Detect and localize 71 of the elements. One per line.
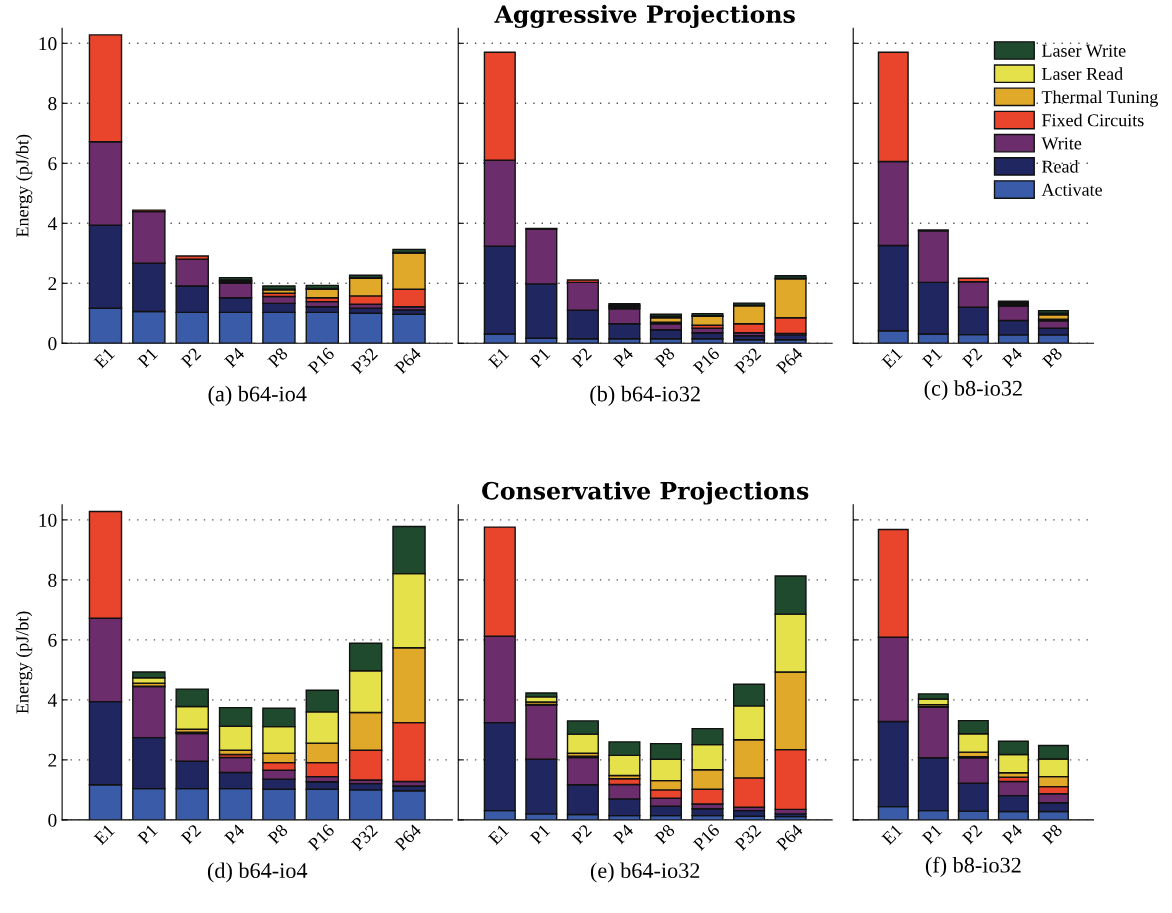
x-tick-label: E1: [881, 347, 903, 369]
x-tick-label: E1: [93, 347, 115, 369]
y-axis-title: Energy (pJ/bt): [15, 134, 33, 238]
x-tick-label: P8: [267, 346, 289, 369]
x-tick-label: P32: [734, 823, 762, 852]
y-tick-label: 8: [48, 573, 57, 587]
x-tick-label: P1: [137, 347, 158, 369]
y-tick-label: 4: [47, 217, 57, 231]
x-tick-label: P64: [775, 823, 804, 852]
x-axis-title: (e) b64-io32: [590, 862, 700, 883]
y-tick-label: 2: [48, 277, 57, 291]
y-tick-label: 10: [39, 37, 57, 51]
legend-label: Laser Write: [1041, 44, 1126, 57]
x-axis-title: (a) b64-io4: [208, 385, 307, 406]
x-tick-label: P16: [307, 346, 336, 375]
x-tick-label: P32: [734, 347, 762, 375]
x-tick-label: P8: [1041, 823, 1063, 845]
x-axis-title: (b) b64-io32: [590, 385, 700, 406]
legend-label: Thermal Tuning: [1041, 90, 1158, 107]
x-tick-label: P1: [921, 823, 943, 845]
y-tick-label: 0: [48, 813, 57, 827]
x-tick-label: P8: [654, 823, 676, 845]
y-tick-label: 6: [48, 633, 57, 647]
x-tick-label: P16: [692, 823, 721, 852]
y-tick-label: 6: [48, 157, 57, 171]
x-tick-label: P1: [529, 823, 551, 845]
x-axis-title: (d) b64-io4: [207, 862, 308, 883]
x-tick-label: P64: [394, 823, 422, 852]
y-tick-label: 10: [39, 513, 57, 527]
x-tick-label: P1: [921, 347, 943, 369]
x-tick-label: E1: [881, 823, 903, 846]
x-tick-label: P8: [654, 346, 676, 369]
x-tick-label: P64: [394, 346, 422, 375]
legend-label: Activate: [1041, 183, 1102, 196]
y-tick-label: 8: [48, 97, 57, 111]
x-tick-label: E1: [487, 347, 510, 369]
x-tick-label: P32: [350, 823, 379, 852]
x-tick-label: P2: [961, 347, 983, 369]
legend-label: Write: [1041, 137, 1082, 150]
chart-title: Conservative Projections: [482, 481, 809, 505]
x-axis-title: (f) b8-io32: [925, 856, 1021, 878]
x-tick-label: P1: [137, 823, 158, 845]
x-tick-label: P4: [223, 823, 246, 845]
x-tick-label: P2: [180, 347, 202, 369]
x-tick-label: P2: [571, 347, 592, 369]
x-tick-label: P4: [1001, 346, 1023, 369]
legend-label: Read: [1041, 159, 1079, 173]
x-tick-label: P2: [961, 823, 983, 845]
legend-label: Laser Read: [1041, 67, 1123, 80]
x-tick-label: P8: [267, 823, 289, 845]
x-tick-label: P4: [223, 346, 246, 369]
y-tick-label: 2: [48, 753, 57, 767]
y-tick-label: 4: [47, 693, 57, 707]
x-tick-label: P2: [180, 823, 202, 845]
x-tick-label: P16: [307, 823, 336, 852]
chart-title: Aggressive Projections: [494, 4, 795, 28]
x-tick-label: P32: [350, 347, 379, 375]
x-tick-label: E1: [487, 823, 510, 846]
x-tick-label: E1: [93, 823, 115, 846]
x-axis-title: (c) b8-io32: [924, 380, 1022, 401]
x-tick-label: P4: [612, 346, 635, 369]
x-tick-label: P64: [775, 346, 804, 375]
y-axis-title: Energy (pJ/bt): [15, 611, 33, 714]
x-tick-label: P16: [692, 346, 721, 375]
x-tick-label: P2: [571, 823, 592, 845]
x-tick-label: P4: [1001, 823, 1023, 845]
x-tick-label: P1: [529, 347, 551, 369]
x-tick-label: P8: [1041, 346, 1063, 369]
legend-label: Fixed Circuits: [1041, 113, 1144, 127]
y-tick-label: 0: [48, 337, 57, 351]
x-tick-label: P4: [612, 823, 635, 845]
